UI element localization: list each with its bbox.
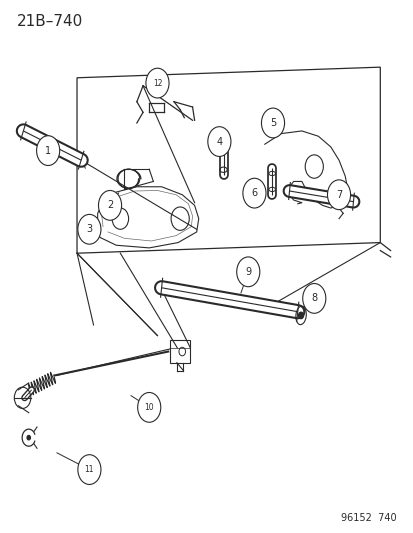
Text: 11: 11 <box>84 465 94 474</box>
Text: 1: 1 <box>45 146 51 156</box>
Circle shape <box>302 284 325 313</box>
Text: 9: 9 <box>244 267 251 277</box>
Text: 3: 3 <box>86 224 92 235</box>
Text: 5: 5 <box>269 118 275 128</box>
Text: 2: 2 <box>107 200 113 211</box>
Circle shape <box>298 312 303 319</box>
Circle shape <box>207 127 230 157</box>
Text: 4: 4 <box>216 136 222 147</box>
Bar <box>170 341 190 363</box>
Circle shape <box>242 178 266 208</box>
Text: 10: 10 <box>144 403 154 412</box>
Circle shape <box>98 190 121 220</box>
Circle shape <box>138 392 160 422</box>
Circle shape <box>327 180 350 209</box>
Text: 8: 8 <box>311 293 317 303</box>
Circle shape <box>78 214 101 244</box>
Text: 96152  740: 96152 740 <box>340 513 396 523</box>
Circle shape <box>78 455 101 484</box>
Circle shape <box>236 257 259 287</box>
Text: 21B–740: 21B–740 <box>17 14 83 29</box>
Circle shape <box>261 108 284 138</box>
Circle shape <box>145 68 169 98</box>
Text: 6: 6 <box>251 188 257 198</box>
Circle shape <box>36 136 59 165</box>
Text: 7: 7 <box>335 190 341 200</box>
Text: 12: 12 <box>152 78 162 87</box>
Circle shape <box>27 435 30 440</box>
